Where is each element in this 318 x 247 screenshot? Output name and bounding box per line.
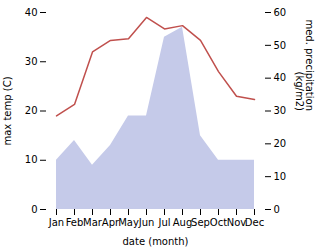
svg-text:Mar: Mar — [83, 217, 103, 228]
svg-text:Dec: Dec — [245, 217, 264, 228]
svg-text:Nov: Nov — [227, 217, 247, 228]
svg-text:40: 40 — [274, 72, 287, 83]
svg-text:20: 20 — [274, 138, 287, 149]
svg-text:10: 10 — [274, 171, 287, 182]
svg-text:Aug: Aug — [173, 217, 193, 228]
svg-text:Oct: Oct — [210, 217, 227, 228]
svg-text:Apr: Apr — [101, 216, 120, 228]
svg-text:0: 0 — [31, 204, 37, 215]
svg-text:50: 50 — [274, 40, 287, 51]
svg-text:May: May — [118, 217, 139, 228]
svg-text:60: 60 — [274, 7, 287, 18]
svg-text:med. precipitation(kg/m2): med. precipitation(kg/m2) — [294, 19, 315, 111]
svg-text:30: 30 — [274, 105, 287, 116]
svg-text:20: 20 — [25, 105, 38, 116]
svg-text:Feb: Feb — [66, 217, 84, 228]
svg-text:Jun: Jun — [138, 217, 155, 228]
svg-text:Jan: Jan — [48, 217, 64, 228]
svg-text:max temp (C): max temp (C) — [2, 76, 13, 145]
svg-text:30: 30 — [25, 56, 38, 67]
svg-text:40: 40 — [25, 7, 38, 18]
svg-text:date (month): date (month) — [123, 236, 189, 247]
svg-text:10: 10 — [25, 154, 38, 165]
svg-text:Sep: Sep — [191, 217, 210, 228]
svg-text:Jul: Jul — [157, 217, 170, 228]
svg-text:0: 0 — [274, 204, 280, 215]
